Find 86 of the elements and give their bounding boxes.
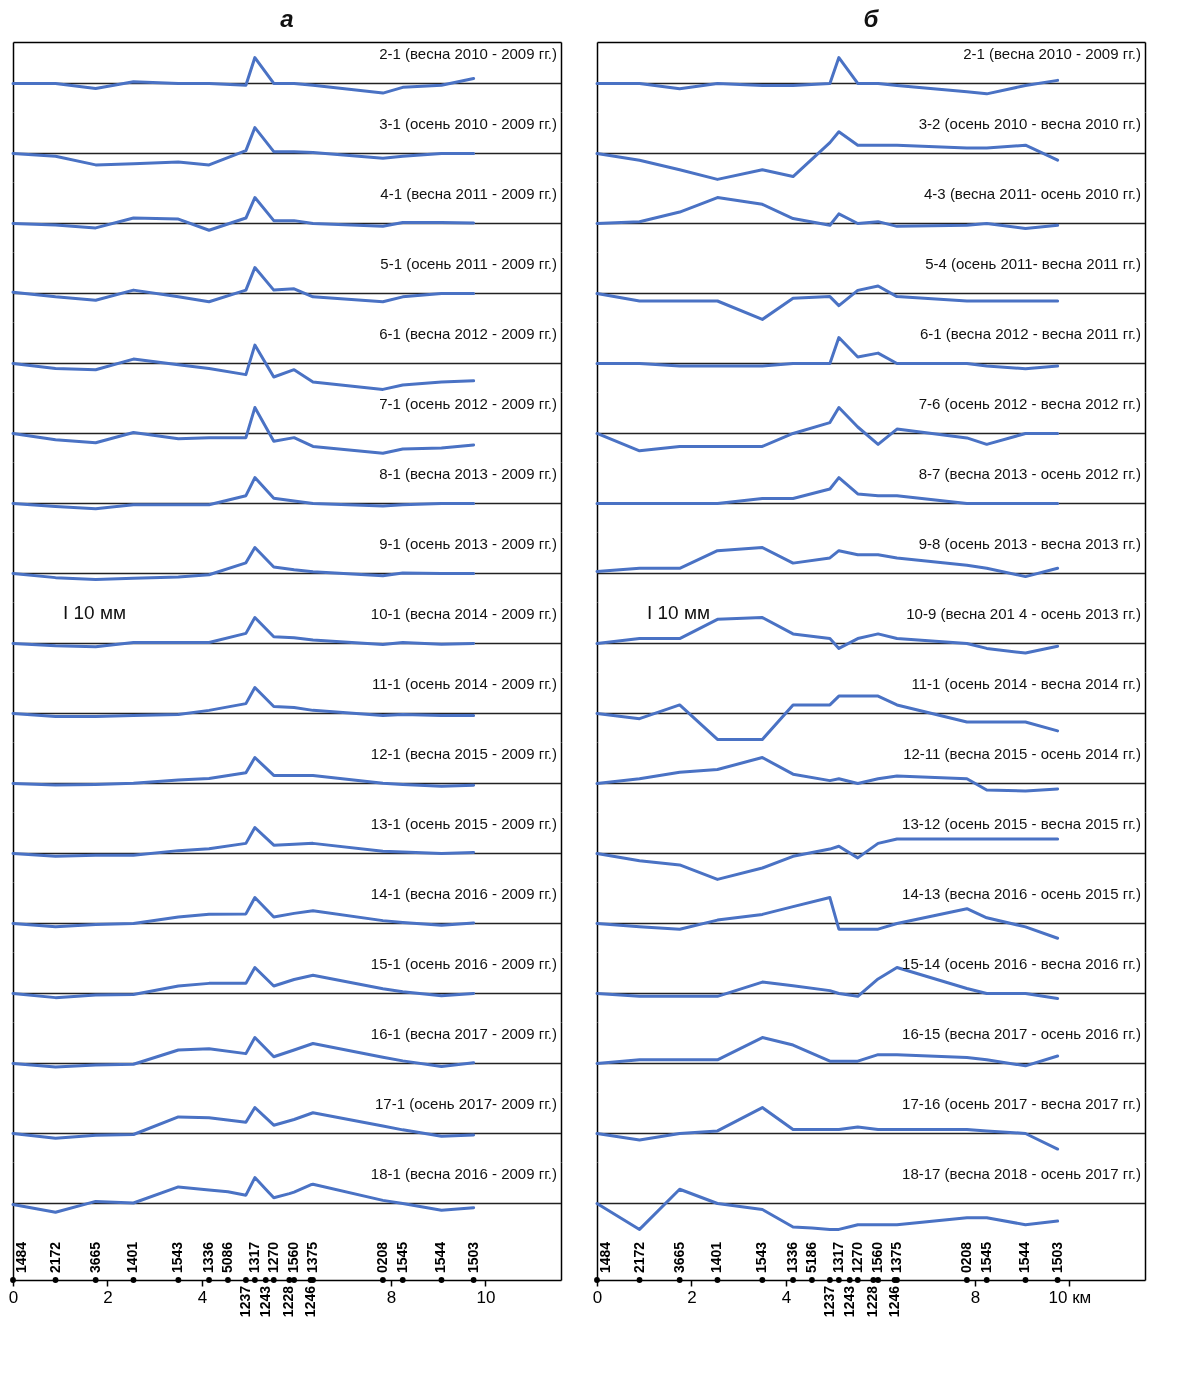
series-label: 17-16 (осень 2017 - весна 2017 гг.) (902, 1095, 1141, 1112)
text: 1484 (13, 1241, 29, 1273)
text: 1401 (124, 1241, 141, 1273)
series-label: 13-1 (осень 2015 - 2009 гг.) (370, 815, 557, 832)
text: 1237 (236, 1285, 253, 1318)
text: 2172 (46, 1241, 63, 1273)
text: 2172 (630, 1241, 647, 1273)
text: 1560 (869, 1241, 886, 1273)
series-label: 9-1 (осень 2013 - 2009 гг.) (379, 535, 557, 552)
text: 3665 (670, 1241, 687, 1273)
series-label: 7-6 (осень 2012 - весна 2012 гг.) (918, 395, 1141, 412)
series-label: 9-8 (осень 2013 - весна 2013 гг.) (918, 535, 1141, 552)
text: 3665 (86, 1241, 103, 1273)
series-label: 3-2 (осень 2010 - весна 2010 гг.) (918, 115, 1141, 132)
text: 1243 (840, 1285, 857, 1318)
series-label: 6-1 (весна 2012 - весна 2011 гг.) (919, 325, 1141, 342)
series-label: 2-1 (весна 2010 - 2009 гг.) (379, 45, 557, 62)
text: 1543 (169, 1241, 186, 1273)
x-tick-label: 0 (8, 1287, 19, 1307)
series-label: 15-1 (осень 2016 - 2009 гг.) (370, 955, 557, 972)
series-label: 5-1 (осень 2011 - 2009 гг.) (380, 255, 557, 272)
x-tick-label: 10 (476, 1287, 496, 1307)
series-label: 18-1 (весна 2016 - 2009 гг.) (370, 1165, 557, 1182)
text: 1545 (977, 1241, 994, 1273)
series-label: 15-14 (осень 2016 - весна 2016 гг.) (902, 955, 1141, 972)
text: 1336 (200, 1241, 217, 1273)
text: 1484 (597, 1241, 613, 1273)
text: 1375 (303, 1241, 320, 1273)
series-label: 14-1 (весна 2016 - 2009 гг.) (370, 885, 557, 902)
text: 1317 (245, 1241, 262, 1273)
text: 5086 (218, 1241, 235, 1273)
series-label: 12-11 (весна 2015 - осень 2014 гг.) (903, 745, 1141, 762)
series-label: 4-1 (весна 2011 - 2009 гг.) (380, 185, 557, 202)
series-label: 11-1 (осень 2014 - 2009 гг.) (371, 675, 557, 692)
series-label: 8-1 (весна 2013 - 2009 гг.) (379, 465, 557, 482)
series-label: 10-9 (весна 201 4 - осень 2013 гг.) (906, 605, 1141, 622)
text: 1237 (820, 1285, 837, 1318)
x-tick-label: 0 (592, 1287, 603, 1307)
series-label: 16-15 (весна 2017 - осень 2016 гг.) (902, 1025, 1141, 1042)
annotation: I 10 мм (647, 602, 711, 623)
text: 1560 (285, 1241, 302, 1273)
x-tick-label: 4 (197, 1287, 208, 1307)
series-label: 10-1 (весна 2014 - 2009 гг.) (370, 605, 557, 622)
series-label: 3-1 (осень 2010 - 2009 гг.) (379, 115, 557, 132)
text: 1246 (301, 1285, 318, 1318)
text: 5186 (802, 1241, 819, 1273)
text: 1228 (864, 1285, 881, 1318)
series-label: 13-12 (осень 2015 - весна 2015 гг.) (902, 815, 1141, 832)
text: 1544 (432, 1241, 449, 1273)
x-tick-label: 2 (687, 1287, 697, 1307)
x-tick-label: 8 (386, 1287, 397, 1307)
text: 6-1 (весна 2012 - 2009 гг.) (379, 325, 557, 342)
text: 1270 (848, 1241, 865, 1273)
series-label: 2-1 (весна 2010 - 2009 гг.) (963, 45, 1141, 62)
text: 1246 (885, 1285, 902, 1318)
x-tick-label: 8 (970, 1287, 981, 1307)
text: 1375 (887, 1241, 904, 1273)
series-label: 16-1 (весна 2017 - 2009 гг.) (370, 1025, 557, 1042)
series-label: 12-1 (весна 2015 - 2009 гг.) (370, 745, 557, 762)
text: 1544 (1016, 1241, 1033, 1273)
text: 1317 (829, 1241, 846, 1273)
text: 7-1 (осень 2012 - 2009 гг.) (379, 395, 557, 412)
annotation: I 10 мм (63, 602, 127, 623)
x-tick-label: 4 (781, 1287, 792, 1307)
text: 1401 (708, 1241, 725, 1273)
text: 1336 (784, 1241, 801, 1273)
chart-title: б (863, 5, 880, 32)
x-tick-label: 2 (103, 1287, 113, 1307)
series-label: 17-1 (осень 2017- 2009 гг.) (375, 1095, 557, 1112)
text: 1270 (264, 1241, 281, 1273)
series-label: 14-13 (весна 2016 - осень 2015 гг.) (902, 885, 1141, 902)
series-label: 8-7 (весна 2013 - осень 2012 гг.) (918, 465, 1141, 482)
series-label: 11-1 (осень 2014 - весна 2014 гг.) (911, 675, 1141, 692)
text: 0208 (957, 1241, 974, 1273)
series-label: 4-3 (весна 2011- осень 2010 гг.) (924, 185, 1141, 202)
text: 1543 (753, 1241, 770, 1273)
series-label: 5-4 (осень 2011- весна 2011 гг.) (925, 255, 1141, 272)
text: 18-17 (весна 2018 - осень 2017 гг.) (902, 1165, 1141, 1182)
text: 1228 (280, 1285, 297, 1318)
text: 1545 (393, 1241, 410, 1273)
text: 1503 (1048, 1241, 1065, 1273)
text: 1503 (464, 1241, 481, 1273)
text: 0208 (373, 1241, 390, 1273)
chart-title: а (280, 5, 294, 32)
x-tick-label: 10 км (1048, 1287, 1092, 1307)
text: 1243 (256, 1285, 273, 1318)
